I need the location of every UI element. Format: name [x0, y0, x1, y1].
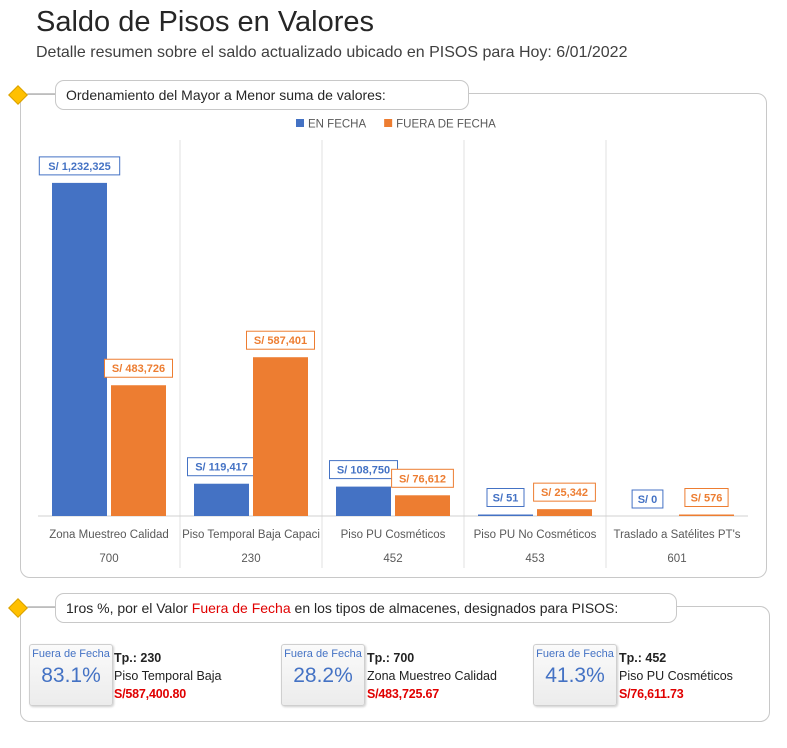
card-tp: Tp.: 700 [367, 651, 415, 665]
card-name: Zona Muestreo Calidad [367, 669, 497, 683]
card-amount: S/76,611.73 [619, 687, 684, 701]
connector-line [22, 607, 58, 608]
card-label: Fuera de Fecha [32, 648, 110, 660]
chart-panel [20, 93, 767, 578]
percent-card: Fuera de Fecha 83.1% [29, 644, 113, 706]
percent-card: Fuera de Fecha 28.2% [281, 644, 365, 706]
summary-heading: 1ros %, por el Valor Fuera de Fecha en l… [55, 593, 677, 623]
summary-heading-post: en los tipos de almacenes, designados pa… [290, 600, 619, 616]
card-tp: Tp.: 230 [114, 651, 162, 665]
card-name: Piso PU Cosméticos [619, 669, 733, 683]
summary-heading-pre: 1ros %, por el Valor [66, 600, 192, 616]
card-amount: S/483,725.67 [367, 687, 439, 701]
card-tp: Tp.: 452 [619, 651, 667, 665]
card-amount: S/587,400.80 [114, 687, 186, 701]
summary-heading-highlight: Fuera de Fecha [191, 600, 291, 616]
chart-heading: Ordenamiento del Mayor a Menor suma de v… [55, 80, 469, 110]
page-title: Saldo de Pisos en Valores [36, 6, 375, 38]
page-subtitle: Detalle resumen sobre el saldo actualiza… [36, 44, 628, 61]
card-info: Tp.: 230 Piso Temporal Baja S/587,400.80 [114, 649, 221, 703]
card-percent: 83.1% [41, 664, 101, 687]
card-name: Piso Temporal Baja [114, 669, 222, 683]
card-info: Tp.: 452 Piso PU Cosméticos S/76,611.73 [619, 649, 733, 703]
card-label: Fuera de Fecha [284, 648, 362, 660]
card-percent: 28.2% [293, 664, 353, 687]
percent-card: Fuera de Fecha 41.3% [533, 644, 617, 706]
card-percent: 41.3% [545, 664, 605, 687]
connector-line [22, 94, 58, 95]
card-label: Fuera de Fecha [536, 648, 614, 660]
card-info: Tp.: 700 Zona Muestreo Calidad S/483,725… [367, 649, 497, 703]
